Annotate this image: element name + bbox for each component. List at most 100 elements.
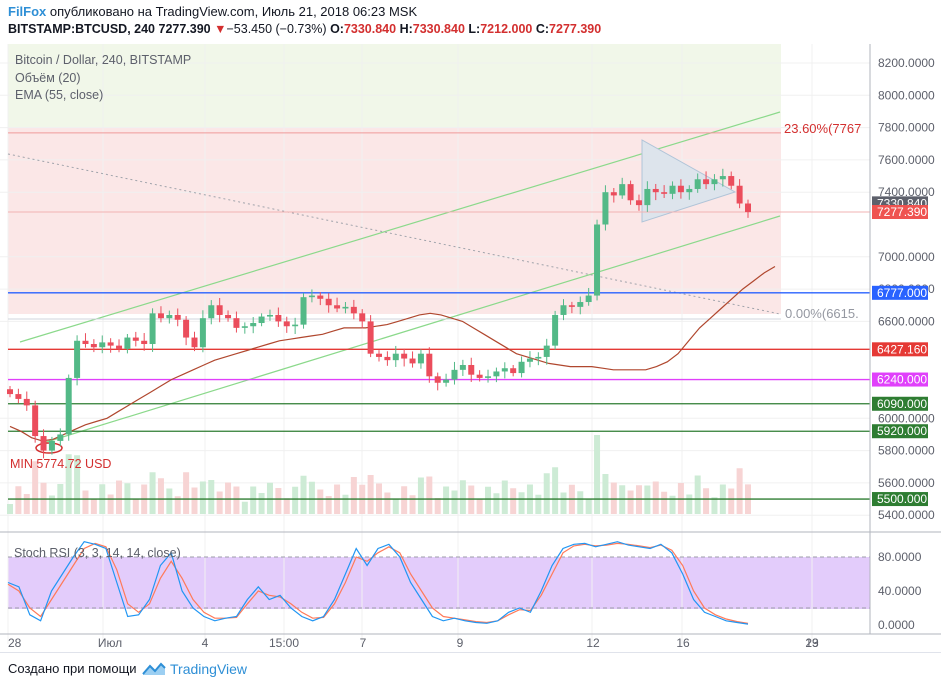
candle-body xyxy=(652,188,659,193)
volume-bar xyxy=(627,490,634,514)
candle-body xyxy=(342,306,349,309)
price-change: −53.450 (−0.73%) xyxy=(226,22,327,36)
candle-body xyxy=(300,297,307,325)
volume-bar xyxy=(266,482,273,514)
candle-body xyxy=(74,340,81,378)
price-tag-text: 6240.000 xyxy=(877,373,927,387)
symbol-line: BITSTAMP:BTCUSD, 240 7277.390 ▼−53.450 (… xyxy=(8,22,601,36)
price-tag xyxy=(872,342,928,357)
candle-body xyxy=(392,353,399,361)
candle-body xyxy=(703,179,710,185)
candle-body xyxy=(434,376,441,383)
time-tick: 16 xyxy=(676,636,690,650)
volume-bar xyxy=(384,492,391,514)
price-tag xyxy=(872,205,928,220)
time-tick: Июл xyxy=(98,636,122,650)
author-name[interactable]: FilFox xyxy=(8,4,47,19)
candle-body xyxy=(275,314,282,322)
candle-body xyxy=(669,185,676,194)
volume-bar xyxy=(577,491,584,514)
candle-body xyxy=(518,361,525,374)
trend-dotted-line xyxy=(7,153,781,315)
candle-body xyxy=(367,321,374,354)
volume-bar xyxy=(703,488,710,514)
volume-bar xyxy=(342,494,349,514)
candle-body xyxy=(535,356,542,359)
symbol-name: BITSTAMP:BTCUSD, 240 xyxy=(8,22,156,36)
volume-bar xyxy=(23,494,30,514)
open-value: 7330.840 xyxy=(343,22,397,36)
candle-body xyxy=(526,358,533,362)
price-tag-text: 6090.000 xyxy=(877,397,927,411)
stoch-tick: 80.0000 xyxy=(878,550,922,564)
price-tick: 6600.0000 xyxy=(878,314,935,328)
volume-bar xyxy=(451,490,458,514)
volume-bar xyxy=(48,495,55,514)
candle-body xyxy=(308,295,315,298)
candle-body xyxy=(57,434,64,441)
candle-body xyxy=(736,185,743,204)
candle-body xyxy=(350,306,357,314)
candle-body xyxy=(65,377,72,435)
volume-bar xyxy=(644,485,651,514)
fib-0-label: 0.00%(6615. xyxy=(785,306,859,321)
candle-body xyxy=(426,353,433,377)
created-with-text: Создано при помощи xyxy=(8,661,137,676)
candle-body xyxy=(745,203,751,213)
volume-bar xyxy=(275,488,282,514)
volume-bar xyxy=(283,498,290,514)
candle-body xyxy=(635,200,642,206)
volume-bar xyxy=(241,501,248,514)
candle-body xyxy=(90,344,97,348)
candle-body xyxy=(694,179,701,189)
time-tick: 19 xyxy=(805,636,819,650)
candle-body xyxy=(610,192,617,196)
volume-bar xyxy=(199,481,206,514)
candle-body xyxy=(23,398,30,406)
volume-bar xyxy=(560,492,567,514)
candle-body xyxy=(459,365,466,370)
price-tag-text: 6427.160 xyxy=(877,342,927,356)
candle-body xyxy=(661,192,668,194)
chart-canvas[interactable]: 8200.0000 8000.0000 7800.0000 7600.0000 7400… xyxy=(0,44,941,652)
volume-bar xyxy=(585,499,592,514)
volume-bar xyxy=(409,495,416,514)
volume-bar xyxy=(174,496,181,514)
candle-body xyxy=(401,353,408,359)
volume-bar xyxy=(225,482,232,514)
open-label: O: xyxy=(330,22,344,36)
candle-body xyxy=(208,305,215,319)
publish-line: FilFox опубликовано на TradingView.com, … xyxy=(8,4,417,19)
volume-bar xyxy=(308,481,315,514)
volume-bar xyxy=(493,493,500,514)
price-tick: 7400.0000 xyxy=(878,185,935,199)
candle-body xyxy=(719,176,726,180)
price-tick: 6000.0000 xyxy=(878,411,935,425)
candle-body xyxy=(266,314,273,317)
candle-body xyxy=(124,337,131,349)
volume-bar xyxy=(468,485,475,514)
candle-body xyxy=(577,302,584,307)
candle-body xyxy=(317,295,324,299)
volume-bar xyxy=(208,480,215,514)
candle-body xyxy=(677,185,684,193)
candle-body xyxy=(728,176,735,186)
tradingview-logo[interactable]: TradingView xyxy=(141,659,291,681)
candle-body xyxy=(7,389,13,395)
volume-bar xyxy=(535,494,542,514)
volume-bar xyxy=(711,497,718,514)
time-tick: 4 xyxy=(202,636,209,650)
price-tick: 7000.0000 xyxy=(878,250,935,264)
price-tick: 5400.0000 xyxy=(878,508,935,522)
price-tag-text: 7277.390 xyxy=(877,205,927,219)
volume-bar xyxy=(652,481,659,514)
volume-bar xyxy=(367,475,374,514)
volume-bar xyxy=(32,461,39,514)
time-tick: 9 xyxy=(457,636,464,650)
candle-body xyxy=(619,184,626,196)
fib-236-label: 23.60%(7767 xyxy=(784,121,861,136)
price-tick: 8200.0000 xyxy=(878,56,935,70)
candle-body xyxy=(585,295,592,303)
stoch-tick: 40.0000 xyxy=(878,584,922,598)
down-triangle-icon: ▼ xyxy=(214,22,227,36)
